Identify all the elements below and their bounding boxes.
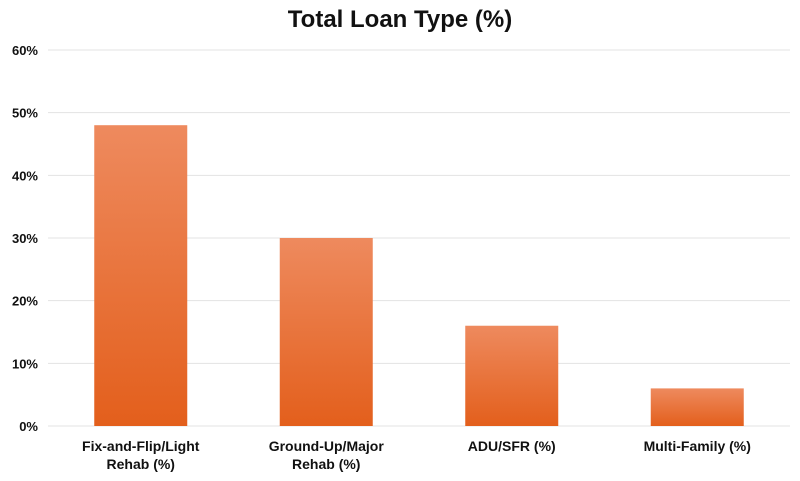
bar xyxy=(465,325,559,426)
x-category-label-line: Multi-Family (%) xyxy=(644,438,751,454)
x-category-label: ADU/SFR (%) xyxy=(468,438,556,454)
bars xyxy=(94,125,744,426)
bar xyxy=(279,238,373,426)
bar xyxy=(94,125,188,426)
x-category-label: Multi-Family (%) xyxy=(644,438,751,454)
chart-title: Total Loan Type (%) xyxy=(287,6,513,33)
x-category-label-line: Fix-and-Flip/Light xyxy=(82,438,200,454)
x-category-label-line: Rehab (%) xyxy=(107,456,175,472)
x-category-label-line: Rehab (%) xyxy=(292,456,360,472)
x-category-label-line: Ground-Up/Major xyxy=(269,438,385,454)
y-tick-label: 0% xyxy=(19,419,38,434)
y-tick-label: 60% xyxy=(12,43,38,58)
y-tick-label: 30% xyxy=(12,231,38,246)
y-tick-label: 40% xyxy=(12,168,38,183)
y-axis-ticks: 0% 10% 20% 30% 40% 50% 60% xyxy=(12,43,38,434)
x-category-label: Ground-Up/Major Rehab (%) xyxy=(269,438,385,472)
y-tick-label: 20% xyxy=(12,294,38,309)
x-category-label: Fix-and-Flip/Light Rehab (%) xyxy=(82,438,200,472)
bar xyxy=(650,388,744,426)
x-category-label-line: ADU/SFR (%) xyxy=(468,438,556,454)
y-tick-label: 50% xyxy=(12,106,38,121)
y-tick-label: 10% xyxy=(12,356,38,371)
x-axis-categories: Fix-and-Flip/Light Rehab (%)Ground-Up/Maj… xyxy=(82,438,751,472)
